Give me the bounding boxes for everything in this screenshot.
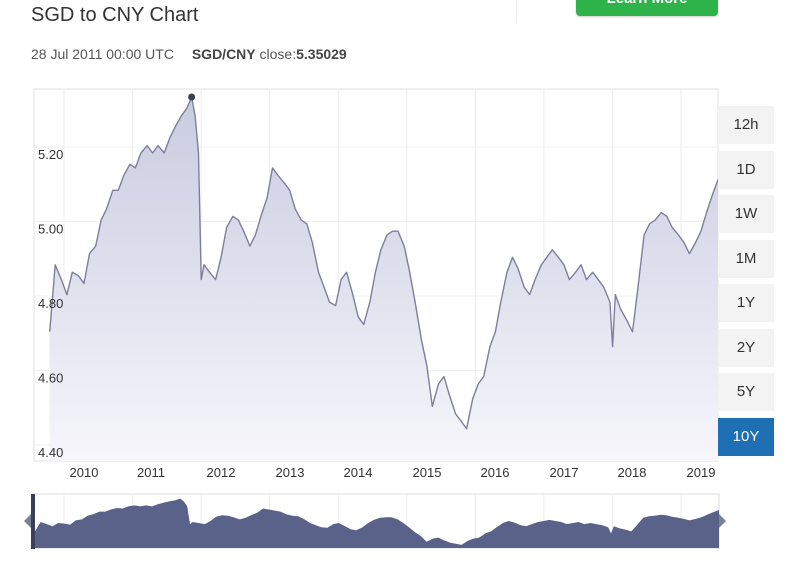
- x-axis-labels: 2010 2011 2012 2013 2014 2015 2016 2017 2018 2019: [70, 465, 716, 480]
- hover-point-marker: [188, 93, 196, 101]
- range-button-12h[interactable]: 12h: [718, 106, 774, 144]
- page-title: SGD to CNY Chart: [31, 4, 199, 26]
- hover-date: 28 Jul 2011 00:00 UTC: [31, 46, 174, 62]
- navigator-left-handle-bar[interactable]: [31, 494, 35, 549]
- navigator-left-arrow-icon[interactable]: [24, 514, 31, 528]
- x-tick-label: 2012: [207, 465, 236, 480]
- navigator[interactable]: [24, 493, 726, 549]
- range-button-10y[interactable]: 10Y: [718, 417, 774, 456]
- range-button-1w[interactable]: 1W: [718, 195, 774, 233]
- range-button-1y[interactable]: 1Y: [718, 284, 774, 322]
- price-line: [49, 96, 719, 430]
- x-tick-label: 2010: [70, 465, 99, 480]
- x-tick-label: 2014: [344, 465, 373, 480]
- range-button-2y[interactable]: 2Y: [718, 328, 774, 367]
- x-tick-label: 2019: [687, 465, 716, 480]
- y-tick-label: 4.80: [38, 296, 63, 311]
- price-area: [49, 97, 719, 461]
- x-tick-label: 2018: [618, 465, 647, 480]
- navigator-right-arrow-icon[interactable]: [719, 514, 726, 528]
- y-tick-label: 4.60: [38, 371, 63, 386]
- range-button-1d[interactable]: 1D: [718, 150, 774, 189]
- x-tick-label: 2013: [276, 465, 305, 480]
- header-divider: [516, 0, 517, 22]
- range-button-5y[interactable]: 5Y: [718, 373, 774, 411]
- close-value: 5.35029: [296, 46, 347, 62]
- range-button-1m[interactable]: 1M: [718, 239, 774, 278]
- pair-label: SGD/CNY: [191, 46, 256, 62]
- close-label: close:: [259, 46, 297, 62]
- y-tick-label: 5.20: [38, 147, 63, 162]
- x-tick-label: 2011: [137, 465, 165, 480]
- x-tick-label: 2017: [550, 465, 579, 480]
- hover-info-row: 28 Jul 2011 00:00 UTC SGD/CNY close:5.35…: [31, 46, 347, 62]
- x-tick-label: 2016: [481, 465, 510, 480]
- x-tick-label: 2015: [413, 465, 442, 480]
- y-tick-label: 4.40: [38, 445, 63, 460]
- y-tick-label: 5.00: [38, 222, 63, 237]
- learn-more-button[interactable]: Learn More: [576, 0, 718, 16]
- navigator-area: [35, 498, 719, 548]
- y-axis-labels: 4.40 4.60 4.80 5.00 5.20: [38, 147, 63, 460]
